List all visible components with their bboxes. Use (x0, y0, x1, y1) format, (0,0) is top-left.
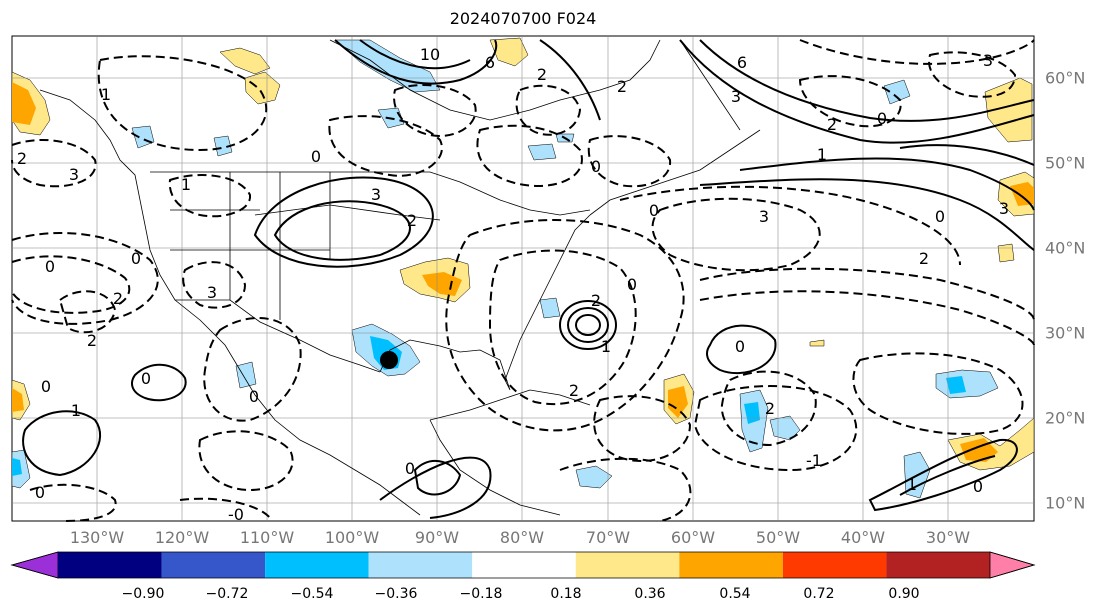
colorbar-segment (472, 552, 576, 578)
colorbar-tick: 0.36 (634, 586, 666, 602)
lon-label: 80°W (499, 528, 545, 547)
contour-label-0o: 0 (973, 477, 983, 496)
colorbar-segment (58, 552, 162, 578)
lat-label: 30°N (1045, 323, 1086, 343)
lat-label: 60°N (1045, 68, 1086, 88)
colorbar-tick: 0.18 (550, 586, 582, 602)
lon-label: 60°W (670, 528, 716, 547)
lat-label: 20°N (1045, 408, 1086, 428)
contour-label-3b: 3 (983, 51, 993, 70)
colorbar-segment (782, 552, 887, 578)
contours-solid (22, 39, 1035, 519)
contour-label-0j: 0 (249, 387, 259, 406)
contour-label-2k: 2 (17, 149, 27, 168)
colorbar (10, 551, 1036, 579)
contour-label-2h: 2 (765, 399, 775, 418)
colorbar-tick: −0.54 (290, 586, 334, 602)
contour-label-3c: 3 (371, 185, 381, 204)
contour-label-neg1b: -1 (806, 451, 822, 470)
lon-label: 90°W (414, 528, 460, 547)
contour-labels: 10 6 6 3 3 1 3 1 3 2 0 0 0 1 2 0 3 0 2 3… (17, 45, 1009, 524)
colorbar-segment (886, 552, 990, 578)
contour-label-2c: 2 (919, 249, 929, 268)
contour-label-1d: 1 (601, 337, 611, 356)
lon-label: 130°W (69, 528, 125, 547)
colorbar-segment (161, 552, 266, 578)
colorbar-tick: 0.90 (888, 586, 920, 602)
contour-label-0m: 0 (627, 275, 637, 294)
lat-label: 50°N (1045, 153, 1086, 173)
lat-label: 10°N (1045, 493, 1086, 513)
map-title: 2024070700 F024 (449, 9, 597, 28)
lon-label: 50°W (755, 528, 801, 547)
contour-label-0n: 0 (735, 337, 745, 356)
contour-label-0g: 0 (131, 249, 141, 268)
contour-label-neg3: 3 (69, 165, 79, 184)
contour-label-2g: 2 (569, 381, 579, 400)
colorbar-tick: −0.18 (459, 586, 503, 602)
contour-label-1c: 1 (71, 401, 81, 420)
lon-label: 70°W (585, 528, 631, 547)
colorbar-outline (10, 551, 1036, 579)
contour-label-0c: 0 (649, 201, 659, 220)
contour-label-0k: 0 (405, 459, 415, 478)
coastlines (39, 39, 761, 516)
map-area: 10 6 6 3 3 1 3 1 3 2 0 0 0 1 2 0 3 0 2 3… (11, 35, 1035, 524)
colorbar-tick: 0.54 (719, 586, 751, 602)
contour-label-neg1: 1 (101, 85, 111, 104)
contour-label-6: 6 (485, 53, 495, 72)
contour-label-6b: 6 (737, 53, 747, 72)
colorbar-segment (679, 552, 783, 578)
contour-label-3f: 3 (207, 283, 217, 302)
shaded-fields (11, 37, 1035, 499)
contour-label-2b: 2 (827, 115, 837, 134)
colorbar-tick: −0.72 (205, 586, 249, 602)
contour-label-3: 3 (731, 87, 741, 106)
colorbar-extend-high (989, 551, 1036, 579)
contour-label-0e: 0 (935, 207, 945, 226)
contour-label-2: 2 (407, 211, 417, 230)
lon-label: 120°W (154, 528, 210, 547)
contour-label-0l: 0 (35, 483, 45, 502)
contour-label-0: 0 (311, 147, 321, 166)
colorbar-tick: 0.72 (803, 586, 835, 602)
lon-label: 30°W (925, 528, 971, 547)
contour-label-0f: 0 (45, 257, 55, 276)
colorbar-segment (368, 552, 473, 578)
contour-label-1e: 1 (907, 475, 917, 494)
contour-label-2d: 2 (113, 289, 123, 308)
contour-label-0b: 0 (591, 157, 601, 176)
colorbar-segment (575, 552, 680, 578)
colorbar-segment (265, 552, 369, 578)
contour-label-2f: 2 (591, 291, 601, 310)
colorbar-extend-low (10, 551, 59, 579)
contour-label-2i: 2 (537, 65, 547, 84)
contour-label-2j: 2 (617, 77, 627, 96)
storm-marker-icon (380, 351, 398, 369)
colorbar-tick: −0.90 (121, 586, 165, 602)
contour-label-10: 10 (420, 45, 440, 64)
contour-label-3e: 3 (999, 199, 1009, 218)
lon-label: 40°W (840, 528, 886, 547)
contour-label-1: 1 (181, 175, 191, 194)
lat-label: 40°N (1045, 238, 1086, 258)
lon-label: 100°W (324, 528, 380, 547)
contour-label-1b: 1 (817, 145, 827, 164)
contour-label-0h: 0 (41, 377, 51, 396)
colorbar-tick: −0.36 (374, 586, 418, 602)
contour-label-3d: 3 (759, 207, 769, 226)
contour-label-0d: 0 (877, 109, 887, 128)
contour-label-neg0: -0 (228, 505, 244, 524)
contour-label-0i: 0 (141, 369, 151, 388)
contour-label-2e: 2 (87, 331, 97, 350)
contours-dashed (11, 39, 1035, 522)
lon-label: 110°W (239, 528, 295, 547)
